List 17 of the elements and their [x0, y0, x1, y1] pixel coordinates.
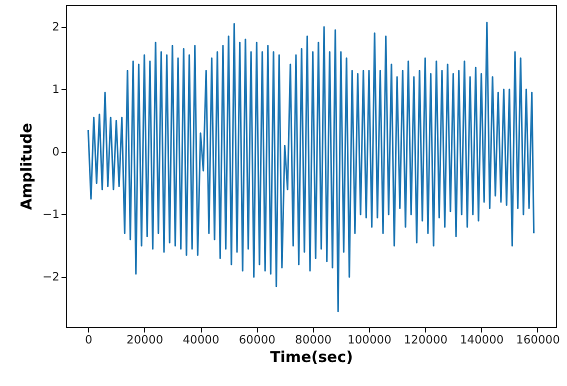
y-tick-label: −2: [42, 269, 60, 284]
x-tick-label: 140000: [460, 332, 504, 346]
x-tick-label: 160000: [516, 332, 560, 346]
line-series: [87, 22, 535, 312]
x-tick-label: 80000: [295, 332, 332, 346]
y-axis-title: Amplitude: [18, 122, 36, 210]
y-tick-label: 0: [52, 144, 60, 158]
x-tick-label: 20000: [126, 332, 164, 346]
y-tick-label: 1: [52, 82, 60, 96]
x-tick-label: 40000: [182, 332, 220, 346]
x-axis-title: Time(sec): [270, 348, 353, 366]
y-tick-label: −1: [42, 206, 60, 221]
x-tick-label: 100000: [348, 332, 392, 346]
x-tick-label: 0: [85, 332, 92, 346]
x-tick-label: 60000: [238, 332, 276, 346]
x-tick-label: 120000: [404, 332, 448, 346]
y-tick-label: 2: [52, 19, 60, 34]
